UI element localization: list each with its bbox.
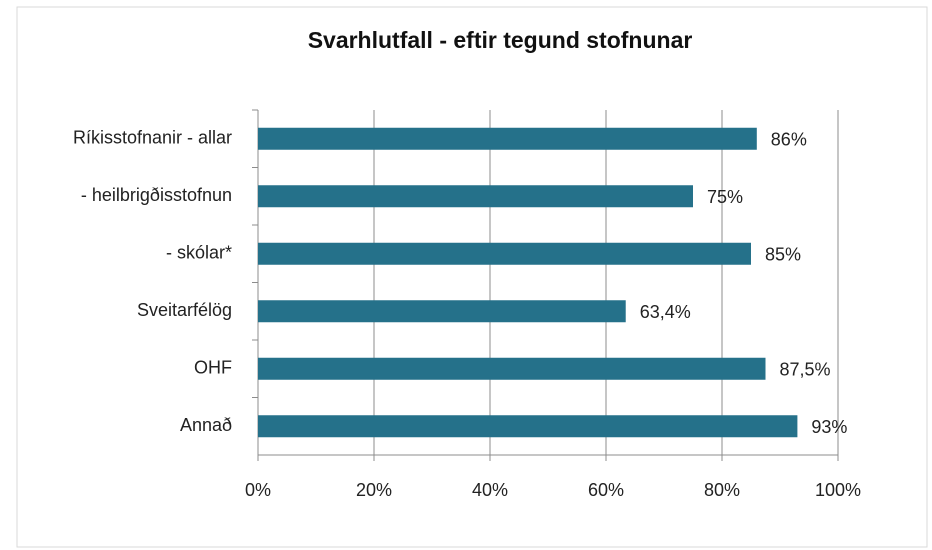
y-tick-label: Annað [180,415,232,435]
y-tick-label: Ríkisstofnanir - allar [73,128,232,148]
y-tick-label: - skólar* [166,243,232,263]
x-tick-label: 40% [472,480,508,500]
x-tick-label: 80% [704,480,740,500]
data-label: 85% [765,245,801,265]
bar [258,357,766,380]
y-tick-label: - heilbrigðisstofnun [81,185,232,205]
bar [258,242,751,265]
data-label: 86% [771,130,807,150]
y-tick-label: Sveitarfélög [137,300,232,320]
bar [258,127,757,150]
y-tick-label: OHF [194,358,232,378]
chart-title: Svarhlutfall - eftir tegund stofnunar [308,27,693,53]
data-label: 93% [811,417,847,437]
x-tick-label: 0% [245,480,271,500]
data-label: 63,4% [640,302,691,322]
bar [258,300,626,323]
x-tick-label: 20% [356,480,392,500]
x-tick-label: 100% [815,480,861,500]
chart-frame [16,6,928,548]
bar [258,185,693,208]
x-tick-label: 60% [588,480,624,500]
data-label: 75% [707,187,743,207]
data-label: 87,5% [780,360,831,380]
bar [258,415,798,438]
